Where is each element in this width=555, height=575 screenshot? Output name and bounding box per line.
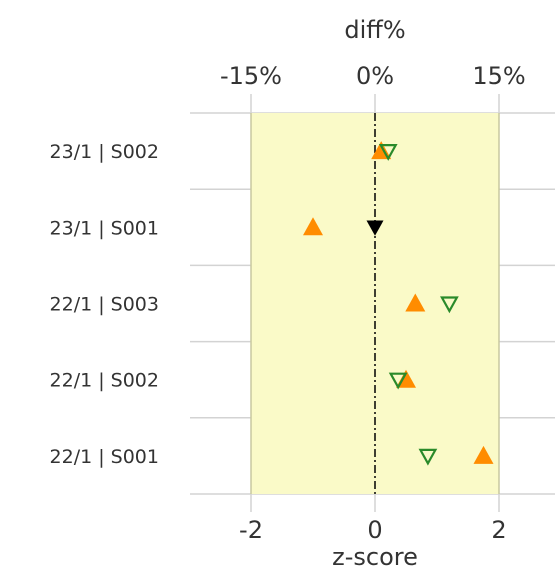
top-tick-label: 0% xyxy=(356,62,394,90)
top-axis-label: diff% xyxy=(344,16,405,44)
diff-pct-marker xyxy=(418,448,438,466)
bottom-tick-label: 2 xyxy=(491,516,506,544)
marks-layer xyxy=(303,141,494,466)
category-label: 23/1 | S002 xyxy=(50,141,159,163)
top-tick-label: 15% xyxy=(472,62,525,90)
category-label: 23/1 | S001 xyxy=(50,217,159,239)
band-layer xyxy=(250,113,500,494)
z-score-marker xyxy=(303,217,323,236)
z-score-marker xyxy=(473,445,494,464)
diff-pct-marker xyxy=(378,144,398,161)
bottom-tick-label: -2 xyxy=(239,516,263,544)
labels-layer: diff% z-score -15% 0% 15% -2 0 2 23/1 | S002 23… xyxy=(50,16,526,571)
acceptable-band xyxy=(251,113,499,494)
bottom-tick-label: 0 xyxy=(367,516,382,544)
category-label: 22/1 | S003 xyxy=(50,294,159,316)
category-label: 22/1 | S001 xyxy=(50,446,159,468)
diff-pct-marker xyxy=(440,296,459,314)
diff-pct-marker xyxy=(366,220,384,236)
diff-pct-marker xyxy=(388,372,408,390)
top-tick-label: -15% xyxy=(220,62,282,90)
z-score-marker xyxy=(405,293,426,312)
bottom-axis-label: z-score xyxy=(332,543,418,571)
category-label: 22/1 | S002 xyxy=(50,370,159,392)
